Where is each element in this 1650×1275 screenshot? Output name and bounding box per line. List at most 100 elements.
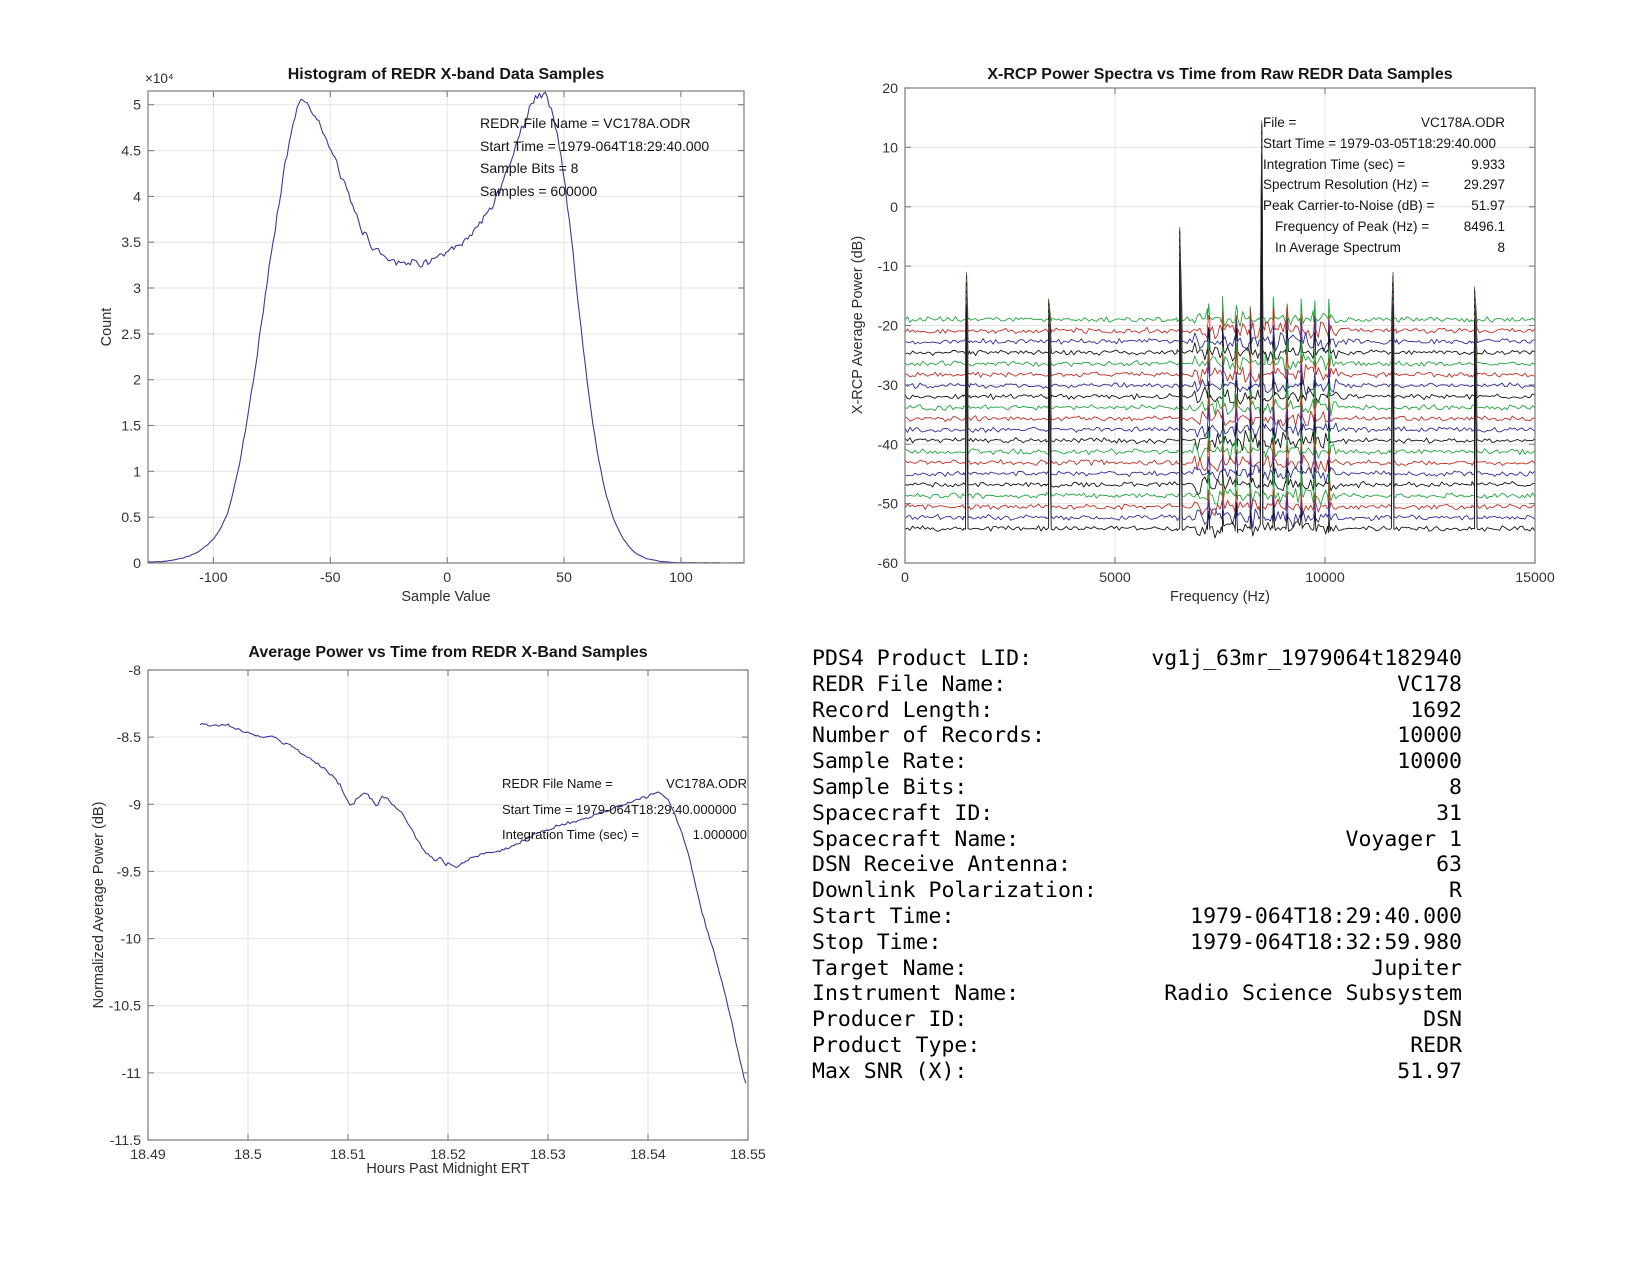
info-row: REDR File Name: VC178 bbox=[812, 672, 1462, 698]
avg-power-plot: 18.49 18.5 18.51 18.52 18.53 18.54 18.55 -8 -8.5… bbox=[109, 663, 766, 1163]
histogram-annotation: REDR File Name = VC178A.ODR Start Time = … bbox=[480, 112, 709, 202]
info-label: Number of Records: bbox=[812, 723, 1045, 749]
histogram-y-tick-label: 1 bbox=[133, 464, 141, 480]
info-label: PDS4 Product LID: bbox=[812, 646, 1033, 671]
annotation-line: REDR File Name = VC178A.ODR bbox=[480, 115, 691, 131]
info-label: Downlink Polarization: bbox=[812, 878, 1097, 904]
annotation-line: Sample Bits = 8 bbox=[480, 160, 579, 177]
histogram-y-tick-label: 0 bbox=[133, 556, 141, 572]
histogram-y-tick-label: 2.5 bbox=[121, 327, 141, 343]
info-label: Target Name: bbox=[812, 955, 968, 981]
spectra-annotation-row: Peak Carrier-to-Noise (dB) = 51.97 bbox=[1263, 196, 1505, 217]
avg-power-y-tick-label: -9 bbox=[128, 797, 141, 813]
spectra-trace-7 bbox=[904, 132, 1536, 407]
info-value: 1979-064T18:29:40.000 bbox=[1190, 903, 1462, 929]
spectra-trace-9 bbox=[904, 136, 1536, 427]
spectra-annotation-label: File = bbox=[1263, 115, 1297, 130]
avg-power-x-tick-label: 18.54 bbox=[630, 1147, 666, 1163]
spectra-annotation-row: Start Time = 1979-03-05T18:29:40.000 bbox=[1263, 134, 1505, 155]
info-value: R bbox=[1449, 878, 1462, 904]
info-label: Start Time: bbox=[812, 903, 955, 929]
info-value: 1979-064T18:32:59.980 bbox=[1190, 929, 1462, 955]
avg-power-y-tick-label: -8.5 bbox=[117, 730, 142, 746]
spectra-annotation-label: Peak Carrier-to-Noise (dB) = bbox=[1263, 198, 1435, 214]
avg-power-x-tick-label: 18.53 bbox=[530, 1147, 566, 1163]
avg-power-y-tick-label: -11 bbox=[122, 1066, 142, 1082]
avg-power-y-tick-label: -11.5 bbox=[110, 1133, 141, 1149]
spectra-annotation-row: Frequency of Peak (Hz) = 8496.1 bbox=[1263, 217, 1505, 238]
avg-power-annotation-label: REDR File Name = bbox=[502, 776, 613, 791]
avg-power-ylabel: Normalized Average Power (dB) bbox=[91, 801, 107, 1009]
histogram-plot: -100 -50 0 50 100 0 0.5 1 1.5 2 2.5 3 3.5 4 4.5 5 bbox=[121, 90, 745, 586]
avg-power-title: Average Power vs Time from REDR X-Band S… bbox=[248, 644, 648, 661]
info-label: Instrument Name: bbox=[812, 981, 1020, 1007]
avg-power-annotation-value: VC178A.ODR bbox=[666, 776, 747, 791]
histogram-y-tick-label: 4 bbox=[133, 189, 141, 205]
avg-power-series bbox=[199, 722, 747, 1084]
histogram-x-tick-label: 50 bbox=[556, 570, 572, 586]
info-row: Record Length: 1692 bbox=[812, 698, 1462, 724]
avg-power-y-tick-label: -9.5 bbox=[117, 864, 142, 880]
info-value: 31 bbox=[1436, 800, 1462, 826]
spectra-annotation-value: 9.933 bbox=[1471, 156, 1505, 172]
spectra-y-tick-label: -40 bbox=[877, 437, 898, 453]
histogram-title: Histogram of REDR X-band Data Samples bbox=[287, 66, 605, 83]
histogram-series bbox=[147, 91, 744, 564]
spectra-y-tick-label: 20 bbox=[882, 81, 898, 97]
spectra-y-tick-label: 10 bbox=[882, 140, 898, 156]
info-row: Producer ID: DSN bbox=[812, 1007, 1462, 1033]
histogram-y-tick-label: 5 bbox=[133, 98, 141, 114]
spectra-trace-2 bbox=[904, 123, 1536, 352]
info-label: Spacecraft Name: bbox=[812, 826, 1020, 852]
spectra-x-tick-label: 15000 bbox=[1515, 570, 1555, 586]
spectra-ylabel: X-RCP Average Power (dB) bbox=[850, 235, 866, 415]
spectra-trace-16 bbox=[904, 148, 1536, 506]
spectra-annotation-value: VC178A.ODR bbox=[1420, 115, 1505, 130]
histogram-axes-box bbox=[147, 90, 745, 564]
info-label: REDR File Name: bbox=[812, 671, 1007, 697]
spectra-plot: 0 5000 10000 15000 -60 -50 -40 -30 -20 -10 0 10 20 bbox=[877, 81, 1554, 586]
spectra-y-tick-label: -10 bbox=[877, 259, 898, 275]
histogram-y-tick-label: 0.5 bbox=[121, 510, 141, 526]
spectra-x-tick-label: 0 bbox=[901, 570, 909, 586]
histogram-x-tick-label: -100 bbox=[199, 570, 228, 586]
info-value: 10000 bbox=[1397, 723, 1462, 749]
info-value: 1692 bbox=[1410, 697, 1462, 723]
spectra-annotation-label: Frequency of Peak (Hz) = bbox=[1275, 218, 1430, 234]
info-row: Spacecraft ID: 31 bbox=[812, 801, 1462, 827]
avg-power-x-tick-label: 18.52 bbox=[430, 1147, 466, 1163]
info-value: vg1j_63mr_1979064t182940 bbox=[1151, 646, 1462, 671]
spectra-trace-3 bbox=[904, 125, 1536, 362]
spectra-trace-8 bbox=[904, 134, 1536, 417]
info-row: Downlink Polarization: R bbox=[812, 878, 1462, 904]
spectra-annotation-value: 51.97 bbox=[1471, 198, 1505, 214]
info-value: REDR bbox=[1410, 1032, 1462, 1058]
spectra-annotation: File = VC178A.ODR Start Time = 1979-03-05T… bbox=[1263, 113, 1505, 259]
avg-power-xlabel: Hours Past Midnight ERT bbox=[366, 1161, 530, 1177]
info-label: DSN Receive Antenna: bbox=[812, 852, 1071, 878]
info-value: DSN bbox=[1423, 1007, 1462, 1033]
histogram-x-tick-label: -50 bbox=[320, 570, 341, 586]
spectra-annotation-value: 29.297 bbox=[1463, 177, 1505, 193]
info-label: Producer ID: bbox=[812, 1007, 968, 1033]
avg-power-annotation-row: Start Time = 1979-064T18:29:40.000000 bbox=[502, 797, 747, 823]
avg-power-y-tick-label: -8 bbox=[128, 663, 141, 679]
info-row: Spacecraft Name: Voyager 1 bbox=[812, 827, 1462, 853]
spectra-trace-6 bbox=[904, 130, 1536, 396]
info-value: 63 bbox=[1436, 852, 1462, 878]
histogram-y-exponent: ×10⁴ bbox=[145, 71, 174, 86]
info-label: Stop Time: bbox=[812, 929, 942, 955]
info-label: Spacecraft ID: bbox=[812, 800, 994, 826]
histogram-y-tick-label: 4.5 bbox=[121, 144, 141, 160]
info-value: 8 bbox=[1449, 774, 1462, 800]
spectra-trace-1 bbox=[904, 121, 1536, 340]
spectra-annotation-row: In Average Spectrum 8 bbox=[1263, 238, 1505, 259]
spectra-trace-10 bbox=[904, 138, 1536, 439]
spectra-annotation-row: Spectrum Resolution (Hz) = 29.297 bbox=[1263, 175, 1505, 196]
info-row: Target Name: Jupiter bbox=[812, 956, 1462, 982]
spectra-trace-11 bbox=[904, 139, 1536, 451]
info-row: Instrument Name: Radio Science Subsystem bbox=[812, 981, 1462, 1007]
avg-power-x-tick-label: 18.51 bbox=[330, 1147, 366, 1163]
histogram-y-tick-label: 1.5 bbox=[121, 419, 141, 435]
